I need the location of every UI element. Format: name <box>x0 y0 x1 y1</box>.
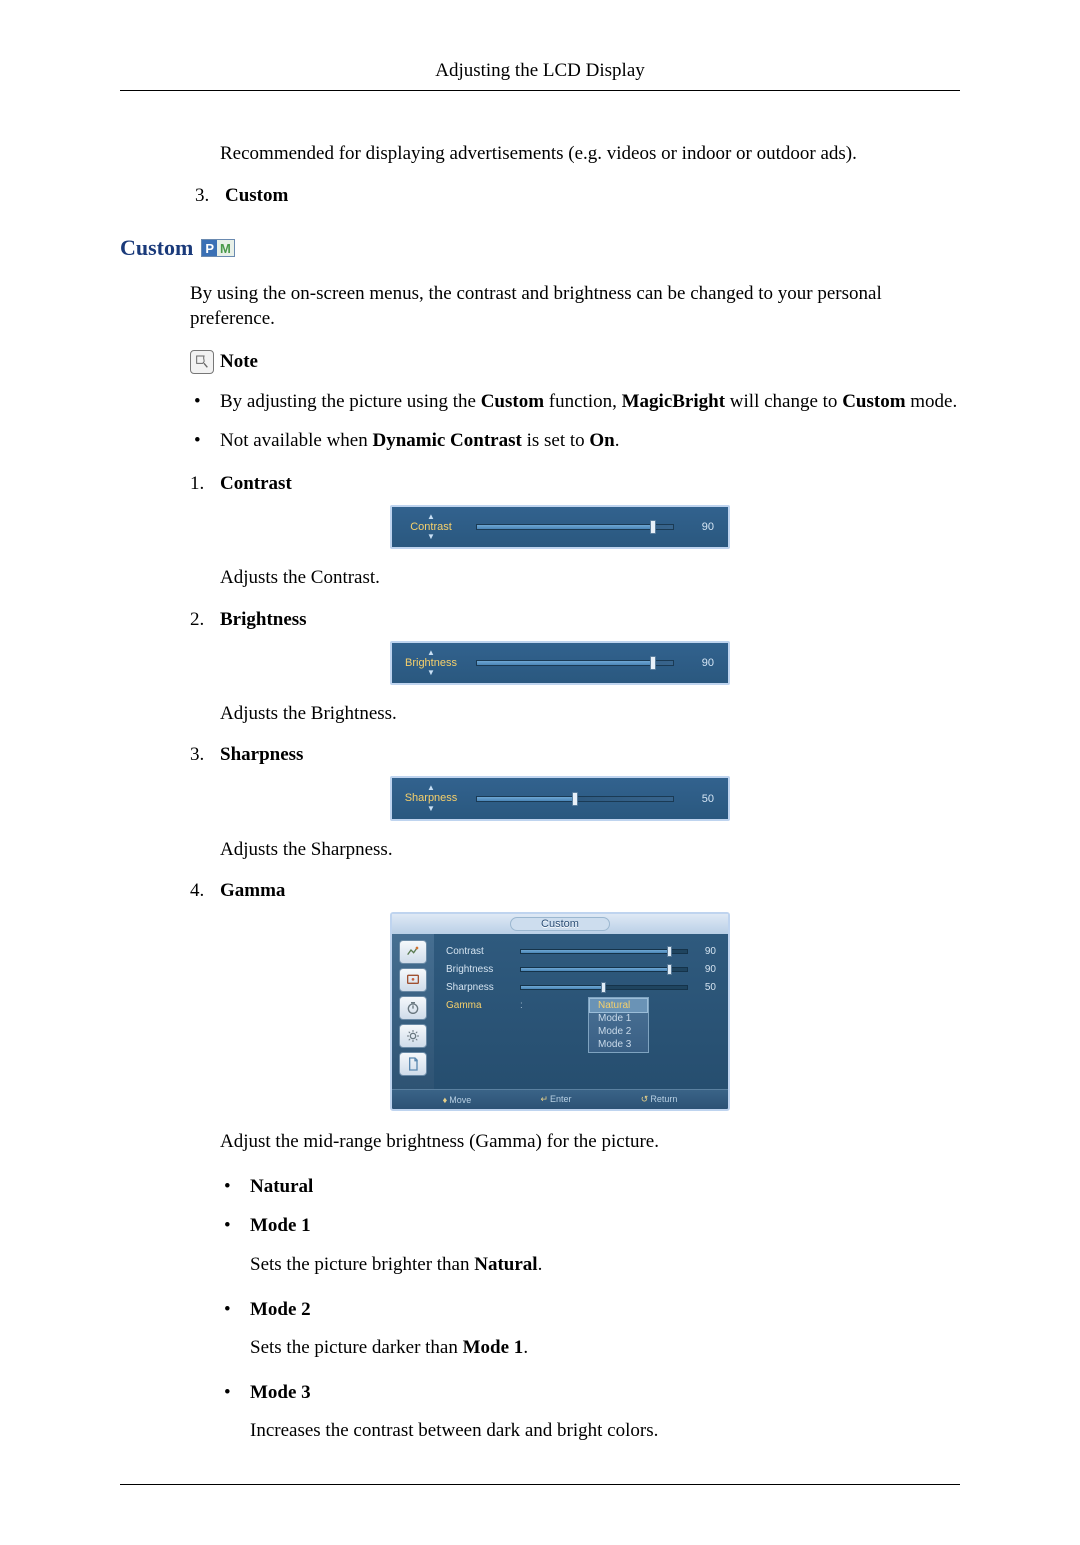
slider-thumb <box>650 520 656 534</box>
osd-slider-track <box>520 985 688 990</box>
osd-titlebar: Custom <box>392 914 728 934</box>
picture-mode-icon[interactable] <box>399 940 427 964</box>
gamma-mode1-desc: Sets the picture brighter than Natural. <box>250 1252 960 1278</box>
arrow-up-icon: ▲ <box>400 513 462 521</box>
gamma-mode2-desc: Sets the picture darker than Mode 1. <box>250 1335 960 1361</box>
slider-track[interactable] <box>476 796 674 802</box>
slider-panel-contrast[interactable]: ▲ Contrast ▼ 90 <box>390 505 730 549</box>
gamma-option-mode3[interactable]: Mode 3 <box>590 1038 647 1051</box>
slider-thumb <box>650 656 656 670</box>
document-icon[interactable] <box>399 1052 427 1076</box>
osd-menu-panel[interactable]: Custom Contrast 90 Bri <box>390 912 730 1111</box>
screen-icon[interactable] <box>399 968 427 992</box>
arrow-up-icon: ▲ <box>400 649 462 657</box>
item-sharpness-desc: Adjusts the Sharpness. <box>220 837 960 863</box>
note-icon <box>190 350 214 374</box>
gamma-dropdown[interactable]: Natural Mode 1 Mode 2 Mode 3 <box>588 997 649 1053</box>
badge-pm: PM <box>201 239 235 257</box>
item-contrast: 1. Contrast <box>190 473 960 495</box>
slider-value: 50 <box>688 793 714 805</box>
osd-title: Custom <box>510 917 610 931</box>
slider-label: ▲ Contrast ▼ <box>400 513 462 541</box>
slider-panel-brightness[interactable]: ▲ Brightness ▼ 90 <box>390 641 730 685</box>
timer-icon[interactable] <box>399 996 427 1020</box>
note-bullet-1: • By adjusting the picture using the Cus… <box>190 388 960 416</box>
gamma-bullet-mode2: • Mode 2 <box>220 1296 960 1324</box>
section-title: Custom PM <box>120 235 960 261</box>
page-header: Adjusting the LCD Display <box>120 60 960 91</box>
osd-slider-track <box>520 967 688 972</box>
slider-value: 90 <box>688 521 714 533</box>
gamma-option-mode2[interactable]: Mode 2 <box>590 1025 647 1038</box>
header-title: Adjusting the LCD Display <box>435 60 645 81</box>
ol-label: Custom <box>225 185 288 207</box>
footer-enter: ↵Enter <box>540 1094 571 1105</box>
intro-text: Recommended for displaying advertisement… <box>220 141 960 167</box>
bullet-dot: • <box>190 427 220 455</box>
section-title-text: Custom <box>120 235 193 261</box>
gamma-option-mode1[interactable]: Mode 1 <box>590 1012 647 1025</box>
note-label: Note <box>220 351 258 373</box>
osd-row-brightness[interactable]: Brightness 90 <box>446 960 716 978</box>
slider-track[interactable] <box>476 524 674 530</box>
item-gamma-desc: Adjust the mid-range brightness (Gamma) … <box>220 1129 960 1155</box>
gamma-bullet-mode3: • Mode 3 <box>220 1379 960 1407</box>
osd-footer: ♦Move ↵Enter ↺Return <box>392 1089 728 1109</box>
gamma-bullet-mode1: • Mode 1 <box>220 1212 960 1240</box>
gear-icon[interactable] <box>399 1024 427 1048</box>
note-row: Note <box>190 350 960 374</box>
osd-row-contrast[interactable]: Contrast 90 <box>446 942 716 960</box>
footer-rule <box>120 1484 960 1485</box>
slider-value: 90 <box>688 657 714 669</box>
badge-p: P <box>202 240 217 256</box>
item-gamma: 4. Gamma <box>190 880 960 902</box>
slider-track[interactable] <box>476 660 674 666</box>
footer-move: ♦Move <box>443 1095 472 1105</box>
arrow-down-icon: ▼ <box>400 805 462 813</box>
item-brightness-desc: Adjusts the Brightness. <box>220 701 960 727</box>
badge-m: M <box>217 240 234 256</box>
section-intro: By using the on-screen menus, the contra… <box>190 281 960 332</box>
slider-panel-sharpness[interactable]: ▲ Sharpness ▼ 50 <box>390 776 730 820</box>
item-contrast-desc: Adjusts the Contrast. <box>220 565 960 591</box>
gamma-mode3-desc: Increases the contrast between dark and … <box>250 1418 960 1444</box>
note-bullet-2: • Not available when Dynamic Contrast is… <box>190 427 960 455</box>
item-brightness: 2. Brightness <box>190 609 960 631</box>
arrow-down-icon: ▼ <box>400 533 462 541</box>
osd-row-gamma[interactable]: Gamma : <box>446 996 716 1014</box>
gamma-option-natural[interactable]: Natural <box>589 998 648 1013</box>
osd-slider-track <box>520 949 688 954</box>
footer-return: ↺Return <box>641 1094 678 1105</box>
arrow-up-icon: ▲ <box>400 784 462 792</box>
ol-item-custom: 3. Custom <box>195 185 960 207</box>
slider-thumb <box>572 792 578 806</box>
osd-icon-column <box>392 934 434 1089</box>
ol-num: 3. <box>195 185 225 207</box>
osd-main: Contrast 90 Brightness 90 Sharpness 50 <box>434 934 728 1089</box>
osd-row-sharpness[interactable]: Sharpness 50 <box>446 978 716 996</box>
bullet-dot: • <box>190 388 220 416</box>
arrow-down-icon: ▼ <box>400 669 462 677</box>
gamma-bullet-natural: • Natural <box>220 1173 960 1201</box>
item-sharpness: 3. Sharpness <box>190 744 960 766</box>
slider-label: ▲ Brightness ▼ <box>400 649 462 677</box>
slider-label: ▲ Sharpness ▼ <box>400 784 462 812</box>
